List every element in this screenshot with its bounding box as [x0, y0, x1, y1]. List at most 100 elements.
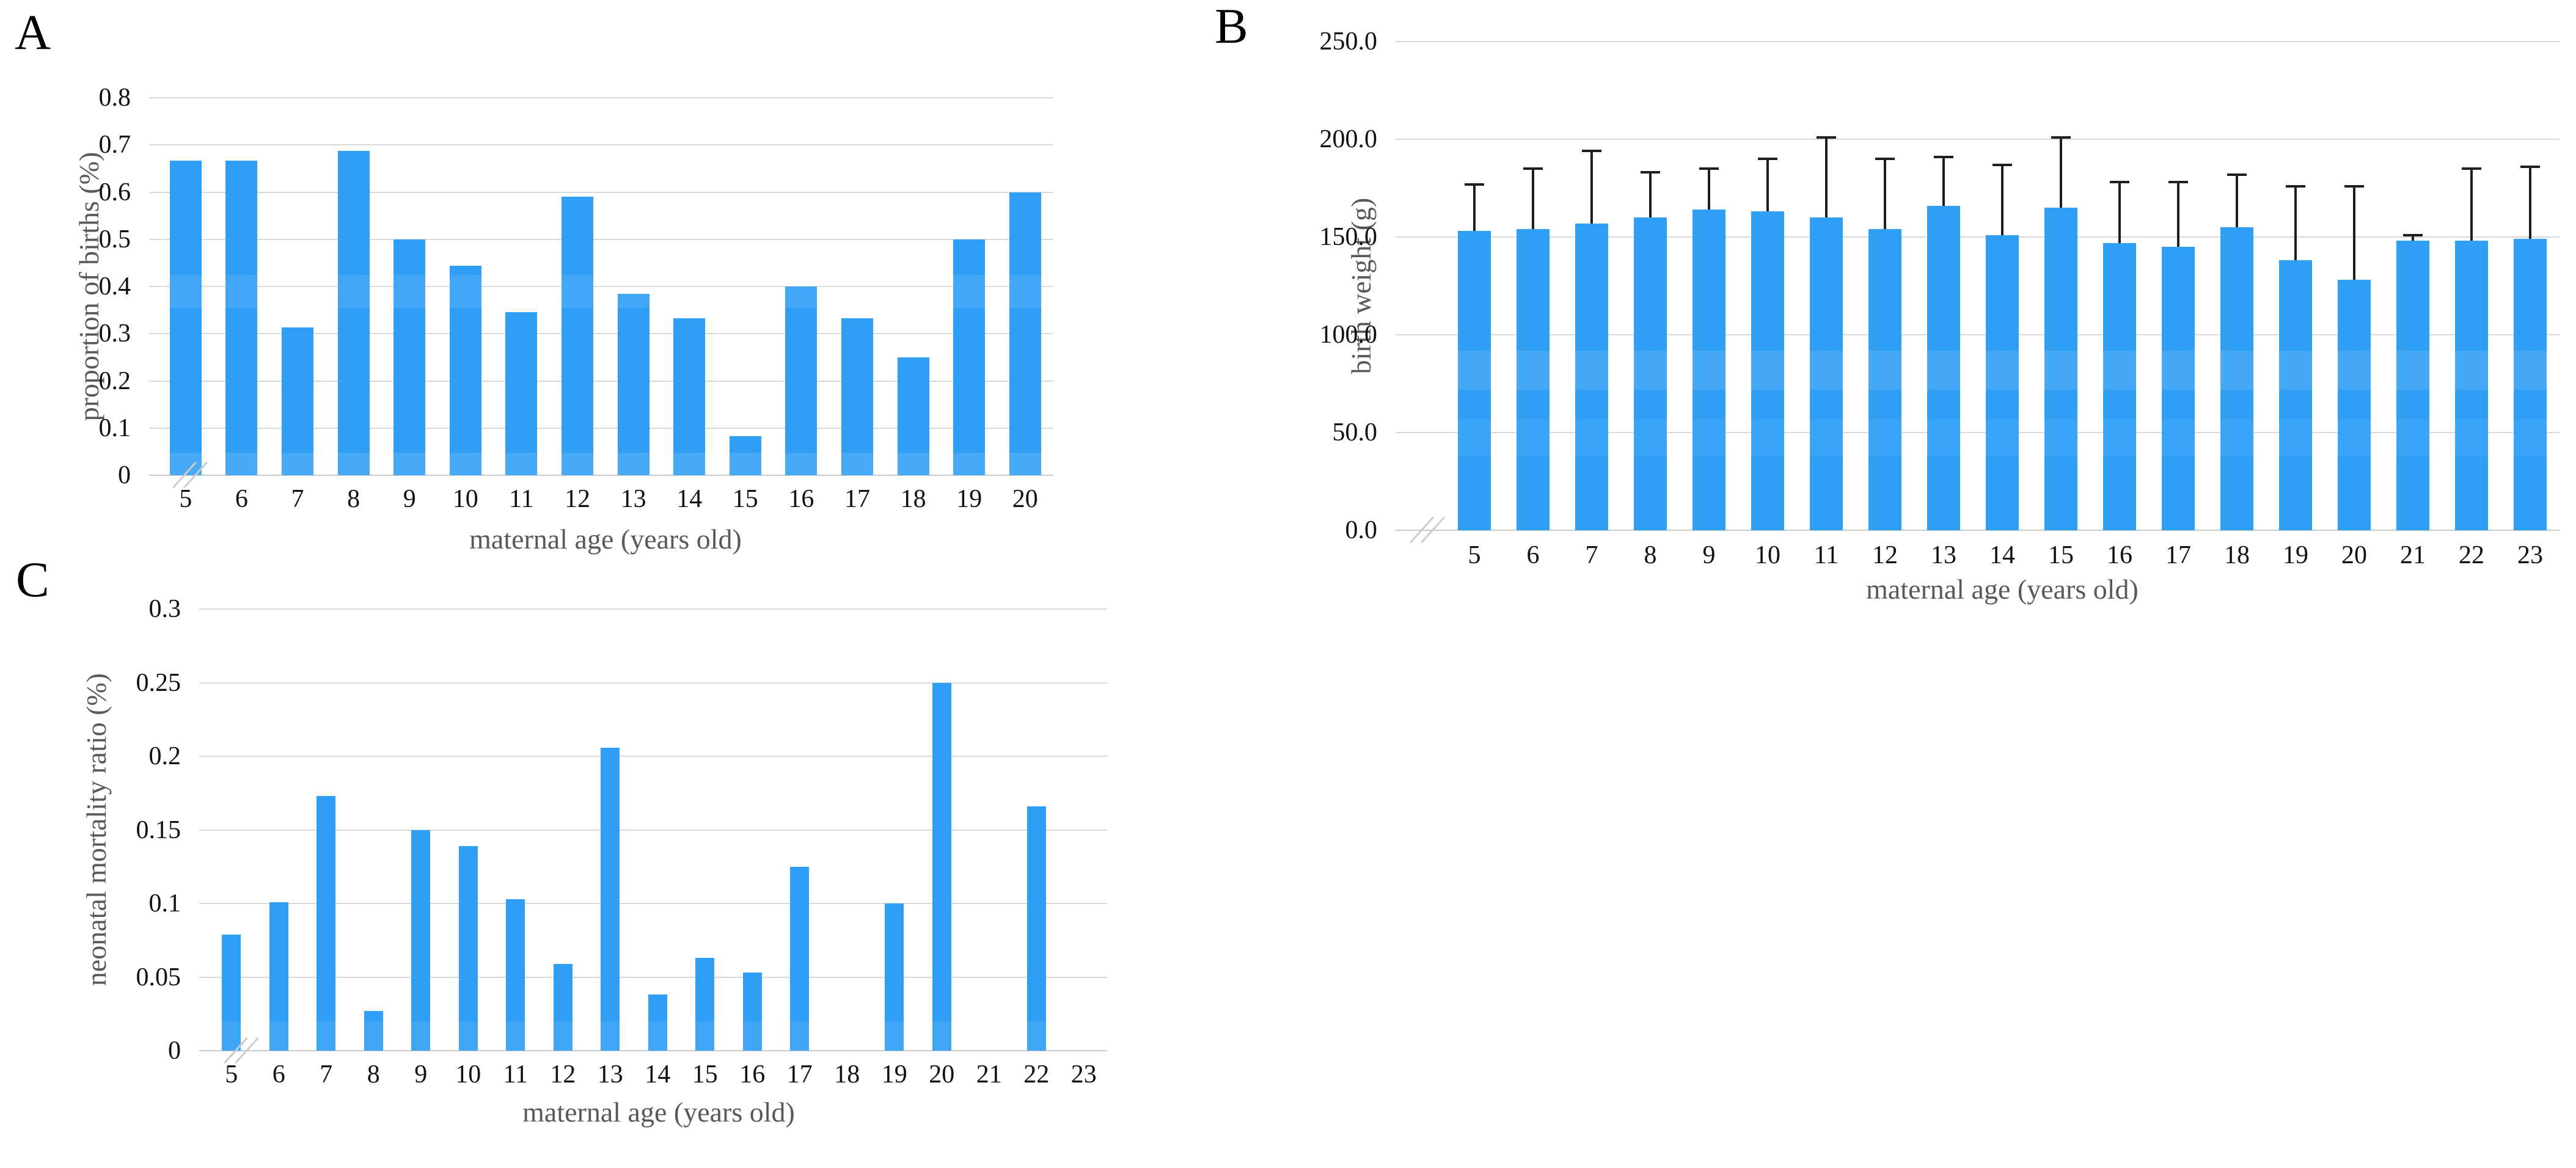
error-bar — [1942, 156, 1945, 206]
error-bar-cap — [2168, 181, 2188, 184]
bar-shading-band — [158, 274, 1053, 308]
x-tick-label: 5 — [225, 1060, 238, 1089]
gridline — [149, 333, 1053, 335]
bar-age-13 — [601, 747, 620, 1051]
bar-age-17 — [841, 318, 873, 475]
y-tick-label: 0.1 — [148, 889, 181, 918]
error-bar-cap — [1875, 158, 1895, 160]
x-tick-label: 18 — [834, 1060, 860, 1089]
bar-age-23 — [2514, 239, 2547, 530]
x-tick-label: 17 — [2165, 541, 2191, 569]
y-tick-label: 0 — [118, 461, 131, 489]
y-tick-label: 0.15 — [136, 816, 181, 844]
bar-age-14 — [673, 318, 706, 475]
bar-age-22 — [2455, 241, 2488, 530]
bar-age-15 — [695, 958, 715, 1051]
panel-c-letter: C — [16, 552, 49, 607]
bar-age-10 — [458, 846, 478, 1051]
bar-age-15 — [729, 436, 761, 475]
gridline — [149, 238, 1053, 240]
x-tick-label: 11 — [509, 485, 534, 513]
gridline — [149, 144, 1053, 146]
y-tick-label: 250.0 — [1319, 27, 1378, 56]
y-tick-label: 0 — [168, 1037, 181, 1065]
error-bar — [2177, 182, 2179, 247]
bar-age-11 — [505, 312, 538, 475]
x-tick-label: 20 — [1012, 485, 1038, 513]
x-tick-label: 13 — [620, 485, 646, 513]
bar-age-7 — [1575, 223, 1608, 530]
x-tick-label: 17 — [844, 485, 870, 513]
error-bar-cap — [2520, 165, 2540, 168]
gridline — [199, 682, 1107, 684]
error-bar-cap — [1758, 158, 1777, 160]
y-tick-label: 0.2 — [148, 742, 181, 770]
error-bar-cap — [1699, 167, 1719, 170]
bar-age-20 — [2338, 280, 2371, 530]
x-tick-label: 20 — [2341, 541, 2367, 569]
gridline — [1396, 236, 2560, 238]
x-axis-line — [149, 475, 1053, 476]
bar-age-20 — [1009, 192, 1041, 475]
y-tick-label: 0.05 — [136, 963, 181, 991]
gridline — [149, 191, 1053, 193]
error-bar-cap — [2286, 184, 2305, 188]
bar-age-6 — [225, 160, 258, 475]
bar-age-8 — [1634, 217, 1667, 530]
x-tick-label: 12 — [550, 1060, 576, 1089]
x-tick-label: 19 — [2283, 541, 2308, 569]
bar-age-19 — [2279, 260, 2312, 530]
gridline — [149, 427, 1053, 429]
y-tick-label: 0.2 — [98, 367, 131, 395]
x-tick-label: 5 — [179, 485, 192, 513]
x-tick-label: 7 — [320, 1060, 333, 1089]
bar-age-16 — [742, 973, 762, 1051]
x-tick-label: 8 — [367, 1060, 380, 1089]
error-bar-cap — [2462, 167, 2481, 170]
gridline — [149, 286, 1053, 287]
y-tick-label: 0.3 — [98, 319, 131, 348]
gridline — [199, 903, 1107, 904]
x-tick-label: 16 — [788, 485, 814, 513]
x-tick-label: 17 — [786, 1060, 813, 1089]
x-tick-label: 18 — [900, 485, 926, 513]
bar-age-7 — [317, 796, 336, 1051]
bar-age-12 — [553, 963, 573, 1051]
error-bar-cap — [2227, 173, 2247, 176]
gridline — [1396, 41, 2560, 42]
error-bar — [2236, 174, 2238, 227]
bar-age-11 — [506, 899, 525, 1051]
x-tick-label: 9 — [414, 1060, 428, 1089]
panel-a-letter: A — [15, 4, 51, 60]
x-tick-label: 15 — [692, 1060, 718, 1089]
y-tick-label: 0.5 — [98, 225, 131, 254]
error-bar — [2353, 186, 2355, 280]
bar-age-9 — [1692, 210, 1725, 530]
bar-age-21 — [2396, 241, 2429, 530]
gridline — [199, 608, 1107, 610]
gridline — [1396, 432, 2560, 433]
x-tick-label: 9 — [403, 485, 416, 513]
x-tick-label: 21 — [976, 1060, 1002, 1089]
x-tick-label: 15 — [2048, 541, 2074, 569]
y-tick-label: 0.4 — [98, 272, 131, 301]
bar-age-12 — [562, 197, 593, 475]
x-tick-label: 22 — [1023, 1060, 1050, 1089]
x-tick-label: 6 — [235, 485, 248, 513]
x-tick-label: 19 — [956, 485, 982, 513]
error-bar — [1532, 169, 1534, 230]
x-tick-label: 23 — [1070, 1060, 1097, 1089]
x-tick-label: 7 — [291, 485, 304, 513]
panel-a-x-axis-title: maternal age (years old) — [469, 524, 742, 555]
error-bar-cap — [1992, 163, 2012, 166]
y-tick-label: 0.0 — [1345, 516, 1378, 544]
x-tick-label: 14 — [676, 485, 703, 513]
y-tick-label: 200.0 — [1319, 125, 1378, 153]
x-tick-label: 18 — [2224, 541, 2250, 569]
y-tick-label: 0.1 — [98, 414, 131, 442]
bar-age-13 — [617, 293, 649, 475]
error-bar-cap — [2051, 136, 2071, 139]
bar-age-9 — [411, 830, 431, 1051]
x-tick-label: 13 — [1931, 541, 1956, 569]
error-bar — [1766, 159, 1769, 212]
